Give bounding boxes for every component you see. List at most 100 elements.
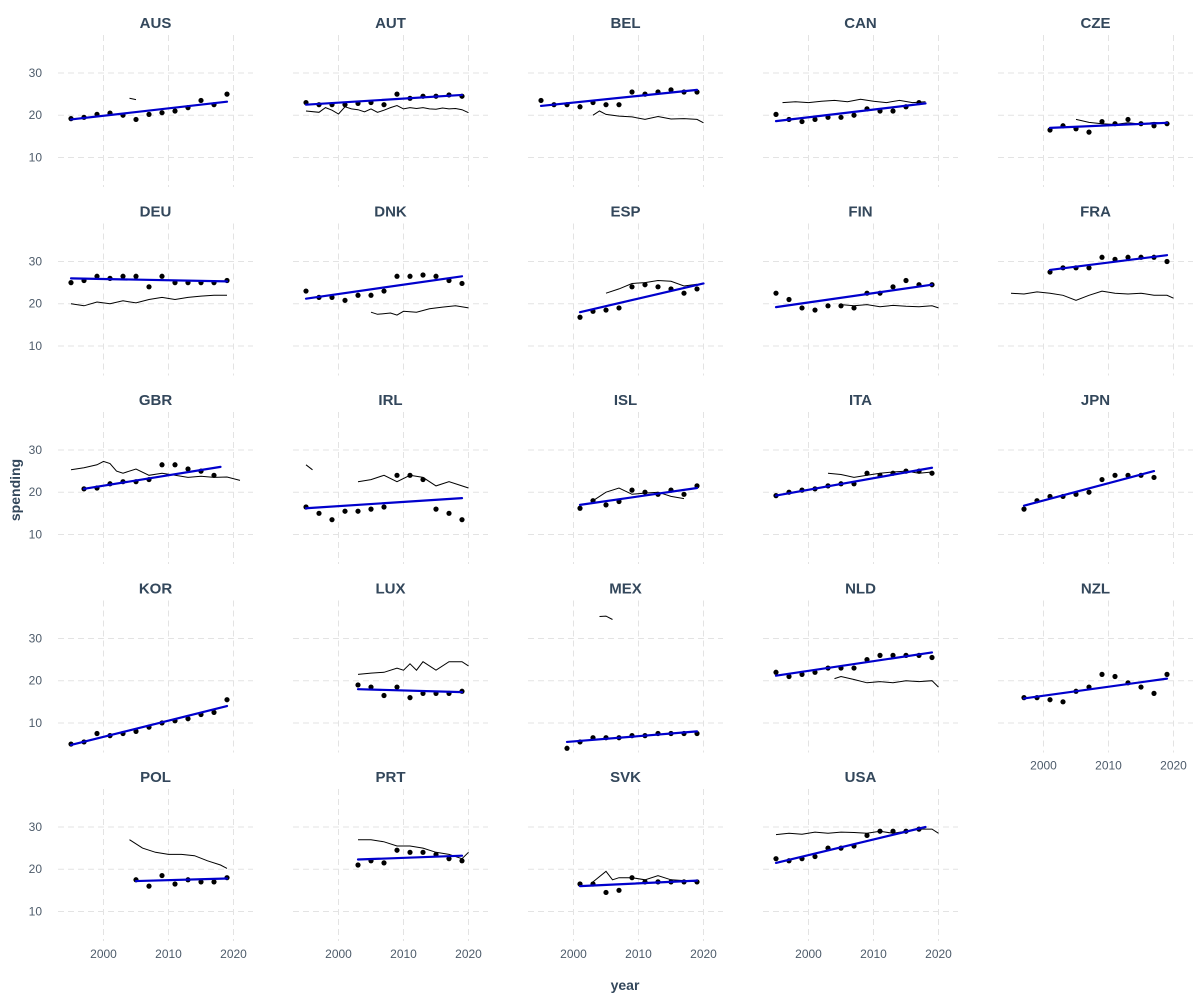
- data-point: [877, 652, 883, 658]
- trend-line: [69, 277, 229, 283]
- data-point: [211, 709, 217, 715]
- trend-line: [578, 879, 699, 888]
- trend-line: [1022, 470, 1156, 507]
- data-point: [446, 856, 452, 862]
- data-point: [681, 491, 687, 497]
- panel-nzl: NZL 2000 2010 2020: [998, 581, 1193, 773]
- data-point: [159, 110, 165, 116]
- data-point: [773, 290, 779, 296]
- data-point: [342, 508, 348, 514]
- data-point: [681, 290, 687, 296]
- data-point: [316, 510, 322, 516]
- data-point: [1151, 474, 1157, 481]
- data-point: [616, 102, 622, 108]
- data-point: [903, 277, 909, 284]
- panel-aut: AUT: [293, 15, 488, 187]
- data-point: [394, 273, 400, 279]
- data-point: [629, 284, 635, 290]
- panel-title: NZL: [1081, 581, 1110, 598]
- data-point: [642, 489, 648, 495]
- y-tick-label: 20: [29, 485, 43, 499]
- data-point: [799, 118, 805, 125]
- panel-isl: ISL: [528, 392, 723, 564]
- data-point: [407, 273, 413, 279]
- panel-svk: SVK 2000 2010 2020: [528, 769, 723, 961]
- data-point: [890, 284, 896, 290]
- trend-line: [774, 466, 934, 497]
- data-point: [407, 472, 413, 478]
- data-point: [890, 108, 896, 114]
- data-point: [420, 849, 426, 855]
- data-point: [1099, 254, 1105, 260]
- data-point: [929, 470, 935, 476]
- data-point: [668, 87, 674, 93]
- data-point: [603, 502, 609, 508]
- series-line: [605, 279, 698, 294]
- data-point: [329, 517, 335, 523]
- data-point: [459, 858, 465, 864]
- trend-line: [304, 497, 464, 510]
- data-point: [146, 883, 152, 889]
- panel-title: USA: [845, 769, 877, 786]
- data-point: [629, 89, 635, 95]
- panel-ita: ITA: [763, 392, 958, 564]
- data-point: [577, 104, 583, 110]
- data-point: [629, 875, 635, 881]
- x-tick-label: 2000: [325, 947, 352, 961]
- data-point: [146, 284, 152, 290]
- panel-title: CZE: [1081, 15, 1111, 32]
- data-point: [368, 506, 374, 512]
- data-point: [1151, 690, 1157, 696]
- panel-nld: NLD: [763, 581, 958, 753]
- data-point: [211, 472, 217, 478]
- data-point: [355, 292, 361, 298]
- data-point: [394, 847, 400, 853]
- data-point: [211, 879, 217, 885]
- y-tick-label: 30: [29, 443, 43, 457]
- panel-title: FIN: [848, 204, 872, 221]
- series-line: [70, 294, 227, 307]
- data-point: [642, 282, 648, 288]
- x-tick-label: 2020: [690, 947, 717, 961]
- y-tick-label: 20: [29, 108, 43, 122]
- data-point: [394, 91, 400, 97]
- data-point: [1125, 254, 1131, 260]
- y-tick-label: 30: [29, 66, 43, 80]
- data-point: [185, 716, 191, 722]
- panel-title: NLD: [845, 581, 876, 598]
- panel-title: AUS: [140, 15, 172, 32]
- panel-jpn: JPN: [998, 392, 1193, 564]
- data-point: [773, 111, 779, 117]
- data-point: [1125, 116, 1131, 123]
- y-tick-label: 10: [29, 150, 43, 164]
- panel-title: ESP: [610, 204, 640, 221]
- panel-dnk: DNK: [293, 204, 488, 376]
- trend-line: [539, 88, 699, 108]
- data-point: [146, 111, 152, 117]
- trend-line: [304, 275, 464, 300]
- panel-title: PRT: [376, 769, 406, 786]
- data-point: [812, 307, 818, 313]
- data-point: [1164, 671, 1170, 677]
- data-point: [459, 517, 465, 523]
- data-point: [1086, 489, 1092, 495]
- data-point: [786, 296, 792, 303]
- panel-prt: PRT 2000 2010 2020: [293, 769, 488, 961]
- panel-title: LUX: [376, 581, 406, 598]
- data-point: [1138, 684, 1144, 690]
- data-point: [694, 286, 700, 292]
- panel-title: FRA: [1080, 204, 1111, 221]
- series-line: [1010, 290, 1174, 301]
- trend-line: [69, 704, 229, 747]
- trend-line: [578, 282, 705, 314]
- panel-title: JPN: [1081, 392, 1110, 409]
- panel-irl: IRL: [293, 392, 488, 564]
- data-point: [68, 280, 74, 286]
- data-point: [851, 305, 857, 311]
- panel-esp: ESP: [528, 204, 723, 376]
- data-point: [890, 652, 896, 658]
- data-point: [786, 673, 792, 680]
- data-point: [381, 860, 387, 866]
- x-tick-label: 2000: [560, 947, 587, 961]
